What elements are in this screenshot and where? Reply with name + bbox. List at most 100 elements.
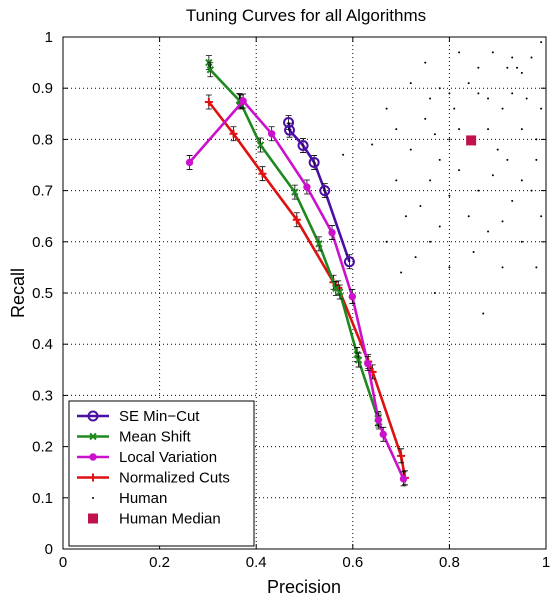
- marker-point: [409, 148, 412, 151]
- marker-circle: [319, 185, 331, 197]
- marker-point: [516, 66, 519, 69]
- data-point: [342, 153, 345, 156]
- marker-point: [395, 179, 398, 182]
- data-point: [466, 135, 477, 146]
- data-point: [429, 179, 432, 182]
- marker-point: [433, 292, 436, 294]
- data-point: [540, 41, 543, 44]
- marker-plus: [258, 169, 267, 178]
- marker-point: [491, 174, 494, 177]
- legend-label: Human: [119, 490, 167, 507]
- marker-point: [477, 92, 480, 95]
- legend-box: [68, 400, 255, 547]
- axis-ticks: [62, 36, 547, 550]
- marker-point: [371, 143, 374, 146]
- data-point: [540, 215, 543, 218]
- marker-point: [525, 97, 528, 100]
- data-point: [395, 179, 398, 182]
- y-tick-label: 0.1: [32, 490, 53, 507]
- series-line: [207, 62, 381, 423]
- data-point: [525, 97, 528, 100]
- data-point: [467, 215, 470, 218]
- chart-title: Tuning Curves for all Algorithms: [186, 6, 426, 25]
- data-point: [206, 66, 215, 74]
- legend-swatch-marker: [87, 410, 99, 422]
- marker-point: [496, 148, 499, 151]
- legend-swatch-marker: [89, 473, 97, 482]
- marker-point: [535, 266, 538, 269]
- marker-dot: [185, 158, 194, 167]
- marker-point: [535, 138, 538, 141]
- data-point: [448, 194, 451, 197]
- marker-plus: [292, 215, 301, 224]
- data-point: [429, 97, 432, 100]
- legend-label: Normalized Cuts: [119, 470, 230, 487]
- legend-label: SE Min−Cut: [119, 408, 200, 425]
- data-point: [501, 107, 504, 110]
- data-point: [284, 124, 296, 136]
- data-point: [438, 225, 441, 228]
- data-point: [448, 138, 451, 141]
- data-point: [400, 271, 403, 274]
- data-point: [530, 189, 533, 192]
- data-point: [477, 189, 480, 192]
- marker-point: [395, 128, 398, 131]
- data-point: [458, 128, 461, 131]
- marker-point: [448, 92, 451, 95]
- marker-dot: [364, 359, 372, 368]
- data-point: [397, 451, 406, 460]
- legend-label: Local Variation: [119, 449, 217, 466]
- marker-circle: [308, 156, 320, 168]
- marker-point: [448, 266, 451, 269]
- marker-dot: [348, 292, 357, 301]
- marker-point: [419, 204, 422, 207]
- marker-x: [256, 141, 265, 149]
- marker-point: [438, 225, 441, 228]
- data-point: [353, 350, 361, 359]
- data-point: [385, 107, 388, 110]
- data-point: [520, 128, 523, 131]
- data-point: [256, 141, 265, 149]
- y-tick-label: 0.4: [32, 336, 53, 353]
- y-tick-label: 0.8: [32, 131, 53, 148]
- x-tick-label: 0.2: [149, 554, 170, 571]
- data-point: [520, 71, 523, 74]
- data-point: [291, 188, 299, 196]
- legend-swatch-marker: [89, 453, 97, 461]
- y-tick-label: 0.6: [32, 234, 53, 251]
- marker-point: [342, 153, 345, 156]
- marker-circle: [297, 140, 309, 152]
- marker-dot: [267, 130, 276, 138]
- x-tick-label: 0.4: [246, 554, 267, 571]
- legend-item: Human: [92, 490, 167, 507]
- y-tick-label: 1: [45, 29, 53, 46]
- data-point: [496, 148, 499, 151]
- marker-point: [487, 97, 490, 100]
- data-point: [448, 266, 451, 269]
- x-axis-label: Precision: [267, 577, 341, 597]
- data-point: [395, 128, 398, 131]
- data-point: [487, 230, 490, 233]
- data-point: [399, 475, 408, 483]
- y-tick-label: 0.9: [32, 80, 53, 97]
- data-point: [414, 256, 417, 259]
- legend-item: Human Median: [88, 511, 221, 528]
- data-point: [535, 138, 538, 141]
- data-point: [303, 183, 311, 191]
- marker-dot: [328, 228, 336, 237]
- data-point: [458, 169, 461, 172]
- marker-x: [353, 350, 361, 359]
- marker-point: [520, 240, 523, 243]
- marker-point: [540, 107, 543, 110]
- data-point: [506, 66, 509, 69]
- data-point: [292, 215, 301, 224]
- data-point: [419, 204, 422, 207]
- marker-point: [511, 199, 514, 202]
- data-point: [477, 66, 480, 69]
- marker-point: [385, 240, 388, 243]
- series-local-variation: [185, 93, 408, 487]
- data-point: [404, 215, 407, 218]
- data-point: [491, 51, 494, 54]
- data-point: [204, 98, 213, 107]
- marker-point: [414, 256, 417, 259]
